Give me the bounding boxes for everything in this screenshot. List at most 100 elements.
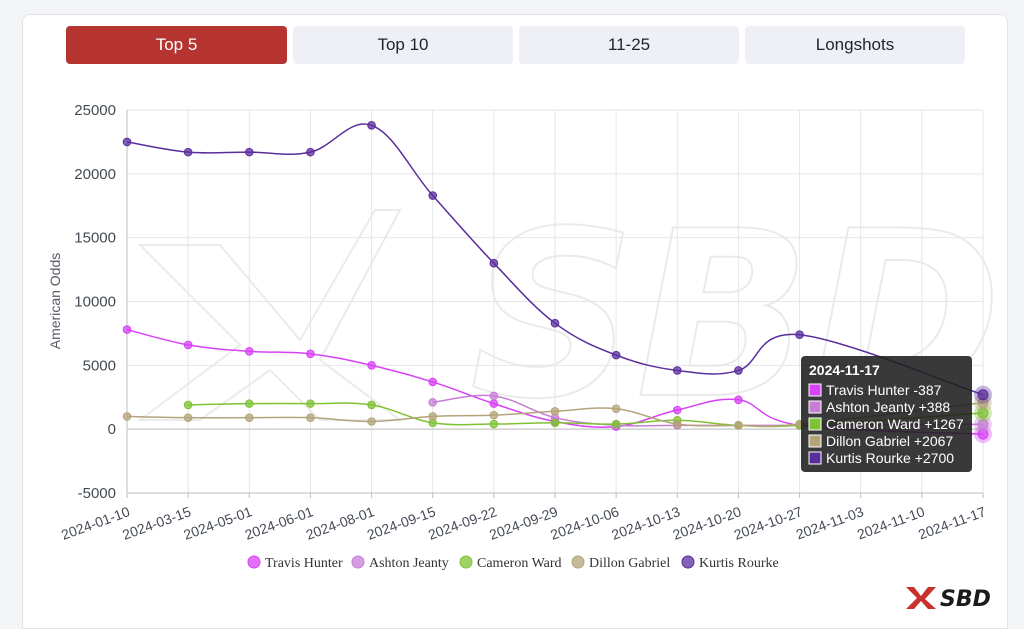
- tooltip-background: [801, 356, 972, 472]
- data-point[interactable]: [489, 391, 499, 401]
- data-point[interactable]: [795, 330, 804, 339]
- y-axis-title: American Odds: [47, 253, 63, 349]
- data-point[interactable]: [611, 419, 621, 429]
- tooltip-line: Cameron Ward +1267: [826, 416, 964, 432]
- x-tick-label: 2024-11-17: [916, 503, 988, 542]
- data-point[interactable]: [122, 137, 132, 147]
- tooltip-line: Dillon Gabriel +2067: [826, 433, 953, 449]
- data-point[interactable]: [183, 413, 193, 422]
- data-point[interactable]: [489, 258, 499, 268]
- data-point[interactable]: [734, 421, 743, 430]
- data-point[interactable]: [244, 399, 254, 408]
- x-tick-label: 2024-05-01: [181, 503, 254, 543]
- legend-marker: [681, 555, 695, 569]
- data-point[interactable]: [244, 413, 254, 422]
- tab-longshots[interactable]: Longshots: [745, 26, 965, 64]
- data-point[interactable]: [550, 406, 560, 416]
- tooltip-line: Travis Hunter -387: [826, 382, 942, 398]
- tooltip-swatch: [808, 417, 822, 431]
- x-tick-label: 2024-11-03: [794, 503, 866, 542]
- x-tick-label: 2024-10-06: [548, 503, 621, 543]
- legend-label: Ashton Jeanty: [369, 556, 449, 571]
- tooltip-line: Ashton Jeanty +388: [826, 399, 950, 415]
- series-kurtis-rourke: [122, 121, 992, 404]
- legend-label: Cameron Ward: [477, 556, 562, 571]
- y-tick-label: 15000: [74, 230, 116, 247]
- x-tick-label: 2024-09-29: [487, 503, 560, 543]
- y-tick-label: 20000: [74, 166, 116, 183]
- data-point[interactable]: [183, 400, 193, 410]
- x-tick-label: 2024-10-13: [609, 503, 682, 543]
- y-tick-label: 10000: [74, 294, 116, 311]
- data-point[interactable]: [672, 366, 682, 375]
- legend-marker: [351, 555, 365, 569]
- x-axis-ticks: 2024-01-102024-03-152024-05-012024-06-01…: [59, 493, 988, 543]
- data-point[interactable]: [183, 147, 193, 157]
- legend-item[interactable]: Cameron Ward: [459, 555, 562, 571]
- x-tick-label: 2024-09-22: [426, 503, 499, 543]
- tab-bar: Top 5 Top 10 11-25 Longshots: [44, 26, 965, 64]
- data-point[interactable]: [122, 325, 132, 334]
- data-point[interactable]: [183, 340, 193, 350]
- tab-11-25[interactable]: 11-25: [519, 26, 739, 64]
- legend-marker: [247, 555, 261, 569]
- data-point[interactable]: [428, 377, 438, 387]
- x-tick-label: 2024-09-15: [365, 503, 438, 543]
- x-tick-label: 2024-11-10: [855, 503, 927, 542]
- legend-item[interactable]: Kurtis Rourke: [681, 555, 779, 571]
- data-point[interactable]: [977, 418, 989, 430]
- tab-top-5[interactable]: Top 5: [66, 26, 287, 64]
- data-point[interactable]: [550, 318, 560, 328]
- data-point[interactable]: [367, 400, 376, 410]
- legend-label: Dillon Gabriel: [589, 556, 670, 571]
- tooltip-title: 2024-11-17: [809, 362, 880, 378]
- data-point[interactable]: [428, 412, 438, 421]
- data-point[interactable]: [977, 389, 989, 401]
- legend-marker: [571, 555, 585, 569]
- y-axis-ticks: -5000 0 5000 10000 15000 20000 25000: [74, 102, 116, 502]
- legend-label: Kurtis Rourke: [699, 556, 779, 571]
- series-line: [126, 123, 984, 396]
- data-point[interactable]: [734, 395, 743, 405]
- data-point[interactable]: [428, 398, 438, 407]
- x-tick-label: 2024-06-01: [243, 503, 316, 543]
- data-point[interactable]: [489, 399, 499, 408]
- y-tick-label: 5000: [83, 357, 116, 374]
- x-tick-label: 2024-01-10: [59, 503, 132, 543]
- data-point[interactable]: [734, 366, 743, 375]
- data-point[interactable]: [306, 413, 315, 422]
- watermark-x-icon: [137, 209, 403, 421]
- sbd-logo-text: SBD: [940, 587, 991, 612]
- data-point[interactable]: [122, 412, 132, 421]
- data-point[interactable]: [306, 147, 315, 157]
- x-tick-label: 2024-03-15: [120, 503, 193, 543]
- series-line: [126, 328, 984, 435]
- data-point[interactable]: [489, 410, 499, 420]
- legend-item[interactable]: Ashton Jeanty: [351, 555, 449, 571]
- data-point[interactable]: [244, 346, 254, 356]
- legend-item[interactable]: Travis Hunter: [247, 555, 343, 571]
- data-point[interactable]: [367, 121, 376, 130]
- data-point[interactable]: [306, 399, 315, 408]
- data-point[interactable]: [428, 191, 438, 200]
- data-point[interactable]: [672, 405, 682, 415]
- data-point[interactable]: [672, 419, 682, 429]
- data-point[interactable]: [367, 417, 376, 426]
- x-tick-label: 2024-08-01: [304, 503, 377, 543]
- data-point[interactable]: [550, 418, 560, 428]
- legend-marker: [459, 555, 473, 569]
- tab-top-10[interactable]: Top 10: [293, 26, 513, 64]
- y-tick-label: 25000: [74, 102, 116, 119]
- data-point[interactable]: [611, 404, 621, 414]
- data-point[interactable]: [306, 349, 315, 359]
- legend-label: Travis Hunter: [265, 556, 343, 571]
- chart-card: [22, 14, 1008, 629]
- data-point[interactable]: [244, 147, 254, 157]
- data-point[interactable]: [611, 350, 621, 360]
- legend-item[interactable]: Dillon Gabriel: [571, 555, 670, 571]
- data-point[interactable]: [489, 419, 499, 429]
- series-dillon-gabriel: [122, 393, 992, 430]
- data-point[interactable]: [367, 361, 376, 370]
